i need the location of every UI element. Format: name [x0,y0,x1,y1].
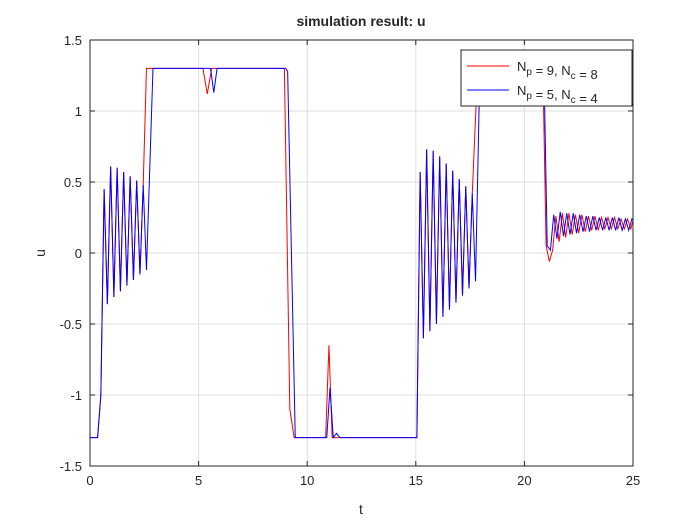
y-tick-label: 0.5 [64,175,82,190]
series-line [90,67,634,439]
x-tick-label: 0 [86,473,93,488]
y-axis-label: u [32,249,48,257]
axes-box [89,39,634,467]
legend: Np = 9, Nc = 8Np = 5, Nc = 4 [460,49,633,107]
y-tick-label: 1 [75,104,82,119]
x-tick-label: 10 [300,473,314,488]
y-tick-label: -1.5 [60,459,82,474]
legend-label: Np = 5, Nc = 4 [517,83,598,106]
y-tick-label: -0.5 [60,317,82,332]
legend-label: Np = 9, Nc = 8 [517,59,598,82]
chart-title: simulation result: u [296,13,425,29]
y-tick-label: 1.5 [64,33,82,48]
legend-box [460,49,633,107]
x-tick-label: 5 [195,473,202,488]
x-tick-label: 20 [517,473,531,488]
x-tick-label: 25 [626,473,640,488]
y-tick-label: 0 [75,246,82,261]
y-tick-label: -1 [70,388,82,403]
x-axis-label: t [359,501,363,517]
x-tick-label: 15 [409,473,423,488]
